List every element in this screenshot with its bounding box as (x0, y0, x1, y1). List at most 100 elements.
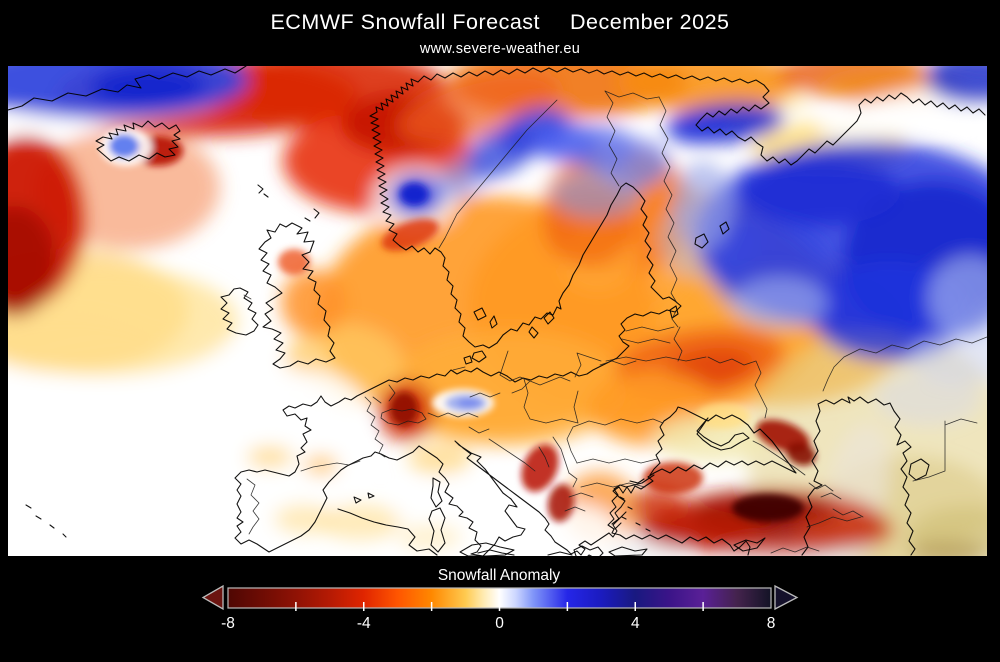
border-balkans-west (468, 426, 570, 474)
anomaly-map (8, 66, 987, 556)
colorbar-title: Snowfall Anomaly (438, 567, 561, 584)
coastline-arctic-coast (369, 67, 986, 247)
anomaly-blob (274, 504, 334, 534)
anomaly-blob (457, 398, 481, 408)
anomaly-blob (400, 183, 428, 205)
anomaly-field-layer (8, 66, 987, 556)
coastline-azores (25, 504, 67, 538)
anomaly-blob (876, 372, 980, 424)
border-denmark-germany (452, 366, 466, 371)
coastline-marmara-hint (629, 478, 645, 484)
anomaly-blob (618, 66, 798, 114)
coastline-lake-onega (719, 221, 730, 235)
border-central-asia (912, 418, 978, 482)
anomaly-blob (928, 256, 987, 340)
anomaly-blob (109, 134, 139, 158)
anomaly-blob (281, 269, 345, 337)
colorbar-right-arrow (774, 584, 799, 611)
anomaly-blob (278, 249, 310, 275)
coastline-great-britain (258, 222, 336, 369)
coastline-crete (608, 546, 648, 556)
coastline-swedish-lakes (473, 307, 498, 329)
border-austria-hungary (427, 378, 579, 424)
anomaly-blob (247, 446, 293, 468)
coastline-caspian-sea (801, 396, 916, 556)
forecast-period: December 2025 (570, 10, 730, 34)
anomaly-blob (551, 170, 641, 218)
coastline-sardinia (428, 507, 446, 553)
colorbar-tick-label: -8 (221, 615, 235, 632)
anomaly-blob (740, 158, 900, 226)
anomaly-blob (90, 66, 206, 110)
coastline-lake-ladoga (694, 233, 709, 249)
anomaly-blob (696, 403, 750, 429)
anomaly-blob (908, 541, 987, 556)
border-finland-russia (658, 96, 678, 304)
border-poland-czech-slovakia (499, 350, 602, 394)
anomaly-blob (786, 442, 816, 466)
anomaly-blob (464, 474, 542, 522)
anomaly-blob (666, 112, 730, 144)
anomaly-blob (398, 524, 462, 550)
colorbar-tick-label: 4 (631, 615, 640, 632)
anomaly-blob (521, 444, 559, 492)
colorbar-tick-label: 0 (495, 615, 504, 632)
title-line: ECMWF Snowfall Forecast December 2025 (0, 10, 1000, 35)
border-kazakhstan-russia (822, 336, 987, 392)
anomaly-blob (398, 72, 558, 144)
border-switzerland (380, 408, 427, 426)
colorbar-tick-labels: -8 -4 0 4 8 (221, 615, 775, 632)
anomaly-blob (318, 504, 402, 540)
border-romania (566, 418, 664, 464)
anomaly-blob (732, 277, 828, 329)
anomaly-field-detail-layer (100, 128, 816, 522)
anomaly-blob (926, 66, 987, 104)
coastline-danish-islands (463, 350, 487, 365)
coastline-greenland (8, 66, 247, 111)
coastline-crimea (696, 417, 750, 451)
website-text: www.severe-weather.eu (419, 41, 581, 57)
border-uk-ireland (243, 294, 252, 300)
anomaly-blob (547, 484, 575, 522)
anomaly-blob (673, 161, 733, 251)
coastline-corsica (430, 477, 443, 508)
border-balkans-south (564, 458, 658, 512)
coastline-cyprus (733, 537, 766, 552)
anomaly-blob (388, 330, 628, 446)
anomaly-blob (636, 511, 760, 549)
colorbar-ticks (295, 602, 704, 611)
coastline-shetland-orkney (304, 208, 320, 222)
border-ukraine-belarus (605, 356, 707, 362)
coastline-ireland (220, 287, 259, 336)
colorbar-left-arrow (201, 584, 224, 611)
coastline-aegean-islands (619, 496, 651, 532)
colorbar-tick-label: 8 (767, 615, 776, 632)
anomaly-blob (250, 372, 366, 444)
coastline-peloponnese (573, 545, 604, 556)
anomaly-blob (643, 462, 703, 494)
border-caucasus (752, 440, 864, 528)
anomaly-blob (304, 455, 338, 475)
coastline-iceland (95, 120, 181, 162)
border-baltic-states (599, 310, 679, 366)
anomaly-blob (911, 332, 987, 384)
country-borders-layer (243, 90, 987, 554)
border-iberia (246, 460, 361, 535)
border-sweden-finland (604, 90, 620, 187)
coastline-gotland-oland (528, 311, 555, 339)
border-russia-west (673, 326, 768, 419)
coastline-euboea (611, 511, 627, 530)
coastline-turkey-west-south (607, 474, 751, 556)
border-norway-sweden (438, 99, 558, 249)
coastline-north-africa (337, 508, 573, 556)
coastline-faroe-islands (257, 184, 269, 198)
coastlines-layer (8, 66, 986, 556)
border-turkey-south-east (770, 546, 820, 554)
anomaly-blob (798, 511, 894, 549)
anomaly-blob (653, 414, 773, 462)
coastline-lake-peipus (669, 305, 679, 319)
border-france-east (364, 396, 386, 458)
anomaly-blob (8, 206, 56, 316)
anomaly-blob (732, 494, 804, 522)
